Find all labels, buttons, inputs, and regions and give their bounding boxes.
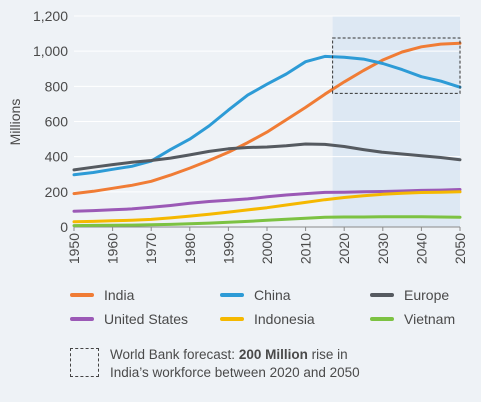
y-axis-ticks: 0 200 400 600 800 1,000 1,200 [33, 8, 68, 235]
legend-label: Indonesia [254, 311, 315, 327]
legend-swatch [220, 293, 244, 297]
y-tick-label: 1,000 [33, 43, 68, 59]
forecast-box-swatch [70, 348, 99, 377]
y-tick-label: 800 [45, 78, 69, 94]
x-axis-ticks: 1950 1960 1970 1980 1990 2000 2010 2020 2030 2040… [66, 227, 468, 264]
gridlines [74, 15, 460, 193]
legend: India China Europe United States Indonesia Vi… [70, 287, 481, 327]
x-tick-label: 1950 [66, 233, 82, 264]
legend-label: China [254, 287, 291, 303]
legend-item-indonesia: Indonesia [220, 311, 370, 327]
legend-label: United States [104, 311, 189, 327]
legend-swatch [70, 293, 94, 297]
x-tick-label: 2010 [298, 233, 314, 264]
series-line-china [72, 54, 462, 177]
y-tick-label: 1,200 [33, 8, 68, 24]
legend-item-china: China [220, 287, 370, 303]
legend-label: Europe [404, 287, 450, 303]
x-tick-label: 1970 [143, 233, 159, 264]
x-tick-label: 1960 [105, 233, 121, 264]
y-tick-label: 0 [60, 219, 68, 235]
x-tick-label: 2040 [413, 233, 429, 264]
legend-swatch [370, 293, 394, 297]
series-line-india [72, 41, 462, 196]
legend-item-vietnam: Vietnam [370, 311, 481, 327]
series-line-europe [72, 142, 462, 172]
legend-swatch [220, 317, 244, 321]
y-tick-label: 600 [45, 114, 69, 130]
forecast-note: World Bank forecast: 200 Million rise in… [70, 346, 360, 382]
x-tick-label: 1980 [182, 233, 198, 264]
x-tick-label: 2020 [336, 233, 352, 264]
x-tick-label: 1990 [220, 233, 236, 264]
y-tick-label: 200 [45, 184, 69, 200]
series-line-vietnam [72, 215, 462, 228]
note-prefix: World Bank forecast: [110, 347, 239, 362]
note-line2: India’s workforce between 2020 and 2050 [110, 365, 360, 380]
x-tick-label: 2030 [375, 233, 391, 264]
legend-label: Vietnam [404, 311, 456, 327]
note-suffix: rise in [307, 347, 348, 362]
forecast-box [332, 37, 461, 94]
series-line-indonesia [72, 190, 462, 224]
legend-item-europe: Europe [370, 287, 481, 303]
legend-label: India [104, 287, 135, 303]
series-line-united-states [72, 188, 462, 213]
legend-item-united-states: United States [70, 311, 220, 327]
legend-swatch [70, 317, 94, 321]
series-lines [72, 41, 462, 228]
note-bold: 200 Million [238, 347, 308, 362]
y-axis-label: Millions [7, 99, 23, 146]
forecast-note-text: World Bank forecast: 200 Million rise in… [110, 346, 360, 382]
legend-swatch [370, 317, 394, 321]
legend-item-india: India [70, 287, 220, 303]
x-tick-label: 2000 [259, 233, 275, 264]
x-tick-label: 2050 [452, 233, 468, 264]
y-tick-label: 400 [45, 149, 69, 165]
